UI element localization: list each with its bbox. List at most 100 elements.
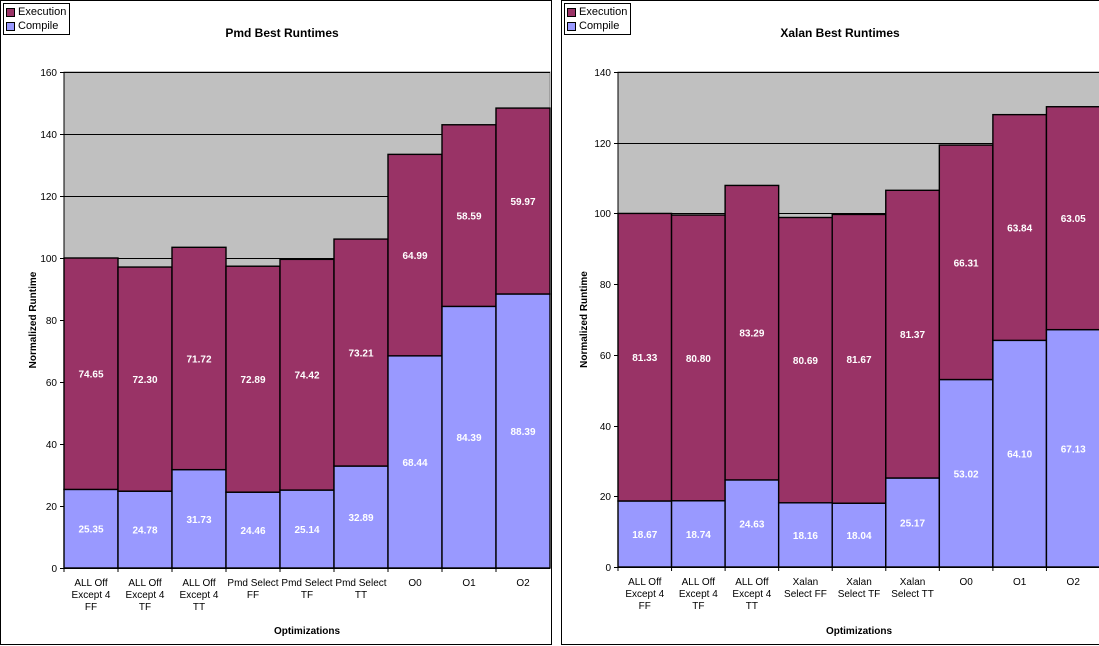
x-tick-label: Xalan Select TF xyxy=(838,577,881,600)
y-tick-label: 60 xyxy=(46,378,58,389)
x-tick-label: Xalan Select TT xyxy=(891,577,934,600)
bar-compile xyxy=(441,305,497,569)
y-tick-label: 120 xyxy=(40,192,57,203)
chart-title: Xalan Best Runtimes xyxy=(780,26,900,40)
data-label-compile: 31.73 xyxy=(186,515,211,526)
x-tick-label-line: O0 xyxy=(408,578,422,589)
data-label-execution: 80.69 xyxy=(793,356,818,367)
data-label-compile: 68.44 xyxy=(402,458,427,469)
x-tick-label: O1 xyxy=(462,578,476,589)
x-tick-label-line: O0 xyxy=(959,577,973,588)
x-tick-label-line: TT xyxy=(355,590,367,601)
y-tick-label: 140 xyxy=(40,130,57,141)
x-tick-label-line: TT xyxy=(746,601,758,612)
data-label-execution: 74.65 xyxy=(78,370,103,381)
execution-swatch-icon xyxy=(567,7,576,17)
data-label-execution: 81.33 xyxy=(632,353,657,364)
x-tick-label-line: ALL Off xyxy=(682,577,716,588)
x-tick-label: Xalan Select FF xyxy=(784,577,827,600)
execution-swatch-icon xyxy=(6,7,15,17)
x-tick-label-line: O1 xyxy=(1013,577,1027,588)
data-label-execution: 64.99 xyxy=(402,251,427,262)
x-tick-label-line: O2 xyxy=(1067,577,1081,588)
x-tick-label-line: ALL Off xyxy=(628,577,662,588)
x-tick-label: ALL Off Except 4 TF xyxy=(679,577,718,612)
x-tick-label-line: ALL Off xyxy=(735,577,769,588)
data-label-execution: 66.31 xyxy=(954,258,979,269)
legend-item-execution: Execution xyxy=(567,5,627,19)
data-label-compile: 64.10 xyxy=(1007,450,1032,461)
bar-compile xyxy=(387,355,443,569)
x-tick-label: Pmd Select TF xyxy=(281,578,332,601)
y-axis-label: Normalized Runtime xyxy=(28,271,39,368)
data-label-execution: 58.59 xyxy=(456,212,481,223)
x-tick-label-line: Pmd Select xyxy=(281,578,332,589)
y-tick-label: 120 xyxy=(594,139,611,150)
bar-compile xyxy=(885,477,941,568)
data-label-execution: 81.67 xyxy=(846,355,871,366)
data-label-compile: 84.39 xyxy=(456,433,481,444)
data-label-compile: 18.16 xyxy=(793,531,818,542)
bar-execution xyxy=(777,216,833,504)
xalan-chart-svg: Xalan Best Runtimes 0 20 40 60 80 100 120 140 Nor… xyxy=(579,26,1099,637)
x-tick-label: ALL Off Except 4 TF xyxy=(126,578,165,613)
bar-execution xyxy=(279,258,335,491)
legend-label-execution: Execution xyxy=(579,6,628,18)
bar-execution xyxy=(63,257,119,491)
compile-swatch-icon xyxy=(567,21,576,31)
data-label-compile: 25.17 xyxy=(900,519,925,530)
x-tick-label: Pmd Select FF xyxy=(227,578,278,601)
y-tick-label: 0 xyxy=(605,563,611,574)
data-label-execution: 74.42 xyxy=(294,371,319,382)
bar-execution xyxy=(1045,106,1099,331)
chart-legend: Execution Compile xyxy=(564,3,632,35)
x-tick-label-line: TF xyxy=(139,602,151,613)
y-tick-label: 20 xyxy=(46,502,58,513)
x-tick-label: Pmd Select TT xyxy=(335,578,386,601)
bar-execution xyxy=(724,184,780,481)
legend-item-compile: Compile xyxy=(6,19,66,33)
data-label-execution: 80.80 xyxy=(686,354,711,365)
legend-item-compile: Compile xyxy=(567,19,627,33)
bar-execution xyxy=(171,246,227,471)
x-tick-label: O0 xyxy=(408,578,422,589)
pmd-chart-panel: Execution Compile Pmd Best Runtimes 0 20 40… xyxy=(0,0,552,645)
data-label-compile: 25.14 xyxy=(294,525,319,536)
bar-execution xyxy=(387,153,443,357)
x-tick-label: ALL Off Except 4 FF xyxy=(625,577,664,612)
data-label-compile: 25.35 xyxy=(78,525,103,536)
x-tick-label-line: Select TT xyxy=(891,589,934,600)
data-label-compile: 24.78 xyxy=(132,526,157,537)
x-tick-label-line: ALL Off xyxy=(182,578,216,589)
bar-execution xyxy=(992,113,1048,342)
x-tick-label-line: FF xyxy=(639,601,651,612)
y-tick-label: 40 xyxy=(600,422,612,433)
chart-legend: Execution Compile xyxy=(3,3,71,35)
bar-execution xyxy=(117,266,173,492)
bar-execution xyxy=(495,107,551,295)
x-tick-label: ALL Off Except 4 TT xyxy=(732,577,771,612)
data-label-compile: 24.46 xyxy=(240,526,265,537)
x-tick-label-line: ALL Off xyxy=(74,578,108,589)
x-tick-label-line: O1 xyxy=(462,578,476,589)
data-label-execution: 83.29 xyxy=(739,329,764,340)
legend-label-compile: Compile xyxy=(18,20,59,32)
bar-execution xyxy=(333,238,389,467)
x-tick-label-line: Except 4 xyxy=(72,590,111,601)
data-label-execution: 71.72 xyxy=(186,354,211,365)
data-label-compile: 18.74 xyxy=(686,530,711,541)
x-axis-label: Optimizations xyxy=(274,626,341,637)
data-label-execution: 63.05 xyxy=(1061,214,1086,225)
x-tick-label: ALL Off Except 4 TT xyxy=(180,578,219,613)
xalan-chart-panel: Execution Compile Xalan Best Runtimes 0 20… xyxy=(561,0,1099,645)
x-tick-label: O1 xyxy=(1013,577,1027,588)
x-tick-label-line: Except 4 xyxy=(679,589,718,600)
data-label-execution: 73.21 xyxy=(348,349,373,360)
data-label-execution: 72.30 xyxy=(132,375,157,386)
data-label-execution: 72.89 xyxy=(240,375,265,386)
x-tick-label-line: Except 4 xyxy=(180,590,219,601)
data-label-compile: 24.63 xyxy=(739,519,764,530)
x-tick-label-line: FF xyxy=(85,602,97,613)
y-axis-label: Normalized Runtime xyxy=(579,271,590,368)
chart-title: Pmd Best Runtimes xyxy=(225,26,339,40)
